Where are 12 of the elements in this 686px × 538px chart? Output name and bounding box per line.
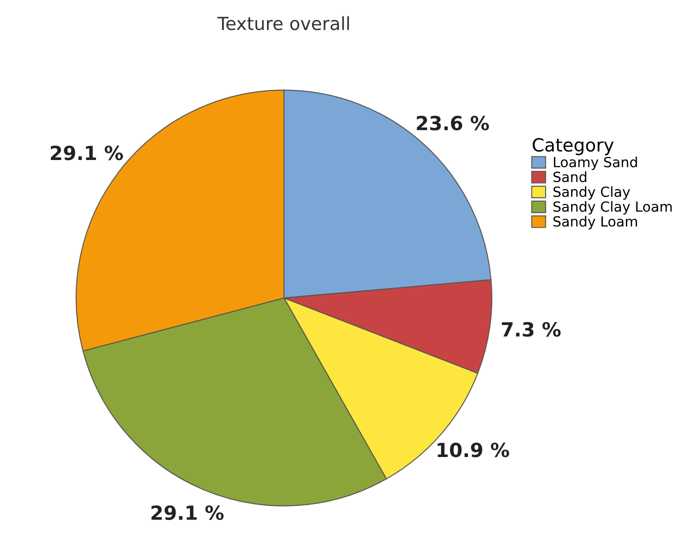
legend-title: Category: [532, 138, 614, 156]
legend-label: Loamy Sand: [554, 156, 637, 170]
data-label: 7.3 %: [502, 322, 561, 337]
data-label: 29.1 %: [50, 146, 123, 160]
legend-label: Sandy Clay Loam: [553, 201, 672, 215]
legend-label: Sand: [553, 171, 586, 182]
legend-label: Sandy Clay: [553, 186, 630, 200]
legend-label: Sandy Loam: [553, 216, 637, 230]
data-label: 23.6 %: [416, 116, 489, 130]
chart-title: Texture overall: [217, 16, 349, 30]
data-label: 10.9 %: [438, 442, 510, 458]
data-label: 29.1 %: [152, 505, 224, 520]
